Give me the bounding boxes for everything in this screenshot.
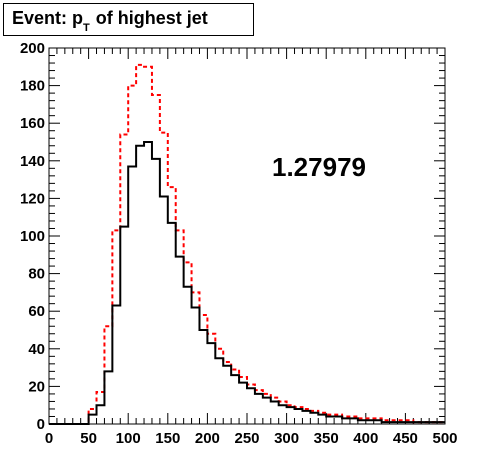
x-axis: 0 50 100 150 200 250 300 350 400 450 500 <box>45 48 458 447</box>
series-solid-black-histogram <box>49 141 445 425</box>
x-tick-label: 100 <box>116 430 141 447</box>
x-tick-label: 500 <box>432 430 457 447</box>
y-axis: 0 20 40 60 80 100 120 140 160 180 200 <box>20 40 445 433</box>
y-tick-label: 160 <box>20 115 45 132</box>
y-tick-label: 140 <box>20 153 45 170</box>
x-tick-label: 250 <box>234 430 259 447</box>
x-tick-label: 150 <box>155 430 180 447</box>
x-tick-label: 50 <box>80 430 97 447</box>
x-tick-label: 450 <box>393 430 418 447</box>
y-tick-label: 20 <box>28 378 45 395</box>
title-suffix: of highest jet <box>90 8 208 28</box>
plot-frame <box>48 47 446 425</box>
y-tick-label: 0 <box>37 416 45 433</box>
x-tick-label: 0 <box>45 430 53 447</box>
x-tick-label: 300 <box>274 430 299 447</box>
title-box: Event: pT of highest jet <box>3 3 254 36</box>
series-dashed-red-histogram <box>49 63 445 425</box>
y-tick-label: 100 <box>20 228 45 245</box>
title-subscript: T <box>83 22 90 34</box>
x-tick-label: 200 <box>195 430 220 447</box>
y-tick-label: 40 <box>28 341 45 358</box>
x-tick-label: 400 <box>353 430 378 447</box>
y-tick-label: 120 <box>20 190 45 207</box>
y-tick-label: 180 <box>20 78 45 95</box>
y-tick-label: 60 <box>28 303 45 320</box>
y-tick-label: 80 <box>28 266 45 283</box>
title-prefix: Event: p <box>12 8 84 28</box>
x-tick-label: 350 <box>314 430 339 447</box>
y-tick-label: 200 <box>20 40 45 57</box>
result-value: 1.27979 <box>272 152 366 182</box>
chart-title: Event: pT of highest jet <box>12 6 208 34</box>
